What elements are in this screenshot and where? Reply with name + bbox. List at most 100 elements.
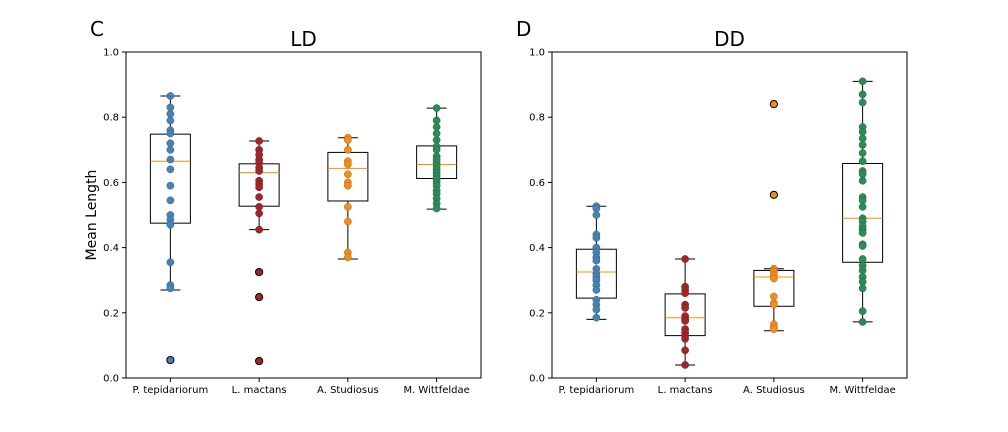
data-point	[858, 77, 867, 86]
points-series-3	[770, 100, 778, 333]
data-point	[166, 181, 175, 190]
data-point	[681, 346, 689, 355]
data-point	[592, 305, 601, 314]
data-point	[681, 255, 689, 263]
data-point	[858, 134, 867, 143]
data-point	[858, 203, 867, 211]
data-point	[432, 129, 441, 138]
data-point	[858, 242, 867, 250]
axes-frame	[125, 51, 482, 379]
y-tick-label: 0.0	[103, 374, 119, 385]
data-point	[344, 203, 352, 211]
x-tick-label: M. Wittfeldae	[829, 385, 895, 396]
y-axis-label: Mean Length	[84, 170, 100, 261]
x-tick-label: A. Studiosus	[743, 385, 805, 396]
x-tick-label: A. Studiosus	[317, 385, 379, 396]
flier-point	[769, 100, 778, 109]
points-series-4	[858, 77, 867, 326]
y-tick-label: 0.8	[529, 113, 545, 124]
data-point	[166, 139, 175, 148]
data-point	[166, 129, 175, 138]
data-point	[432, 145, 441, 154]
data-point	[344, 181, 352, 190]
data-point	[858, 149, 867, 157]
data-point	[770, 292, 778, 301]
data-point	[858, 307, 867, 316]
points-series-1	[592, 202, 601, 322]
data-point	[344, 136, 352, 144]
y-tick-label: 1.0	[103, 48, 119, 59]
data-point	[858, 266, 867, 275]
data-point	[858, 196, 867, 205]
data-point	[432, 204, 441, 213]
data-point	[255, 225, 263, 234]
data-point	[858, 277, 867, 286]
data-point	[858, 176, 867, 185]
axes-frame	[551, 51, 908, 379]
data-point	[166, 116, 175, 125]
data-point	[592, 256, 601, 265]
flier-point	[769, 190, 778, 199]
chart-panel-1: 0.0 0.2 0.4 0.6 0.8 1.0 P. tepidariorum L. mact…	[84, 17, 482, 396]
box-3	[327, 137, 369, 260]
chart-panel-2: 0.0 0.2 0.4 0.6 0.8 1.0 P. tepidariorum L. mact…	[516, 17, 908, 396]
flier-point	[166, 355, 175, 365]
data-point	[858, 170, 867, 179]
data-point	[166, 196, 175, 205]
x-tick-label: L. mactans	[232, 385, 287, 396]
data-point	[344, 160, 352, 169]
data-point	[255, 209, 263, 218]
data-point	[770, 300, 778, 309]
data-point	[592, 204, 601, 213]
panel-label: C	[90, 17, 104, 41]
data-point	[166, 258, 175, 267]
y-tick-label: 1.0	[529, 48, 545, 59]
points-series-1	[166, 92, 175, 364]
data-point	[681, 317, 689, 325]
data-point	[592, 211, 601, 219]
data-point	[858, 255, 867, 263]
points-series-2	[255, 137, 263, 365]
data-point	[166, 103, 175, 112]
data-point	[255, 203, 263, 211]
data-point	[166, 165, 175, 174]
data-point	[592, 286, 601, 294]
data-point	[858, 318, 867, 326]
data-point	[255, 193, 263, 201]
data-point	[681, 289, 689, 298]
data-point	[166, 155, 175, 164]
points-series-4	[432, 104, 441, 213]
data-point	[344, 253, 352, 262]
data-point	[681, 304, 689, 312]
flier-point	[255, 267, 264, 277]
data-point	[432, 123, 441, 131]
data-point	[681, 361, 689, 369]
flier-point	[255, 356, 264, 366]
panel-label: D	[516, 17, 531, 41]
data-point	[432, 116, 441, 125]
x-tick-label: P. tepidariorum	[559, 385, 635, 396]
points-series-2	[681, 255, 689, 369]
y-tick-label: 0.8	[103, 113, 119, 124]
data-point	[858, 98, 867, 107]
y-tick-label: 0.6	[529, 178, 545, 189]
data-point	[344, 170, 352, 179]
data-point	[432, 104, 441, 112]
data-point	[858, 284, 867, 293]
points-series-3	[344, 133, 352, 262]
x-tick-label: M. Wittfeldae	[403, 385, 469, 396]
chart-title: DD	[714, 27, 745, 51]
x-tick-label: L. mactans	[658, 385, 713, 396]
y-tick-label: 0.2	[103, 308, 119, 319]
flier-point	[255, 293, 264, 302]
data-point	[166, 145, 175, 154]
data-point	[858, 157, 867, 166]
data-point	[255, 167, 263, 175]
data-point	[166, 110, 175, 118]
data-point	[166, 220, 175, 229]
data-point	[592, 233, 601, 242]
x-tick-label: P. tepidariorum	[133, 385, 209, 396]
data-point	[858, 128, 867, 136]
y-tick-label: 0.2	[529, 308, 545, 319]
